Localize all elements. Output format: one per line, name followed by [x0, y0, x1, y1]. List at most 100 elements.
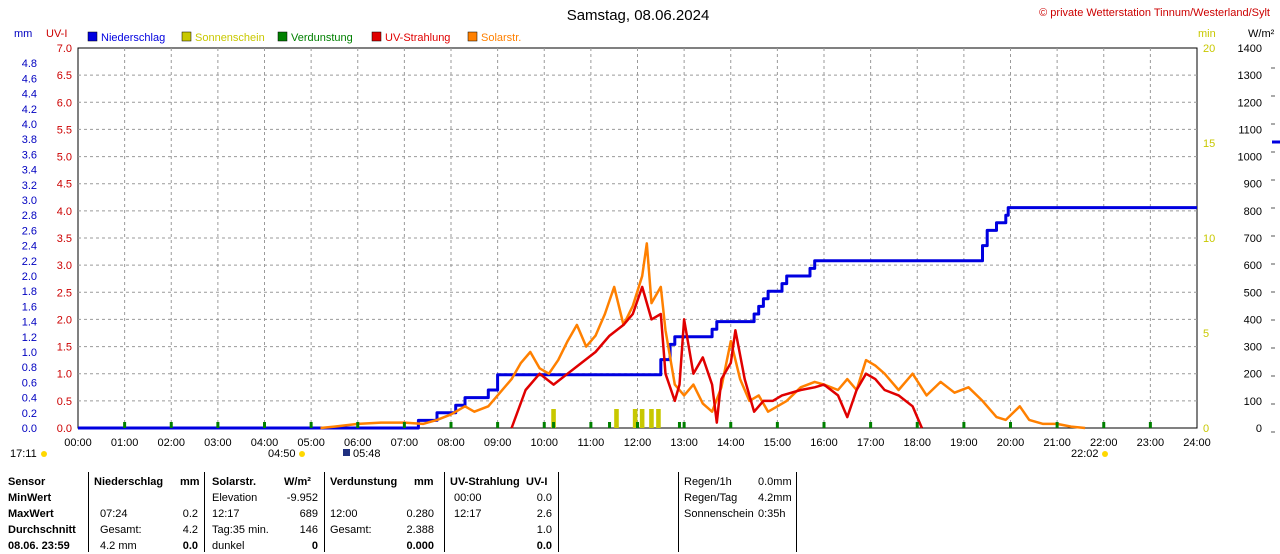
- row-label: 08.06. 23:59: [8, 540, 70, 552]
- uv-tick-3: 1.5: [57, 342, 72, 354]
- uv-tick-8: 4.0: [57, 206, 72, 218]
- wm2-tick-3: 300: [1244, 342, 1262, 354]
- moon-icon: [41, 451, 47, 457]
- uv-tick-11: 5.5: [57, 124, 72, 136]
- mm-tick-19: 3.8: [22, 134, 37, 146]
- mm-tick-1: 0.2: [22, 408, 37, 420]
- mm-tick-23: 4.6: [22, 73, 37, 85]
- moon-time: 17:11: [10, 448, 37, 460]
- evaporation-marker-8: [496, 422, 500, 428]
- row-label: MaxWert: [8, 508, 54, 520]
- uv-time: 12:17: [454, 508, 482, 520]
- wm2-tick-12: 1200: [1238, 97, 1262, 109]
- solar-value: 0: [311, 540, 318, 552]
- sunshine-bar-1: [614, 409, 619, 428]
- mm-tick-22: 4.4: [22, 89, 37, 101]
- mm-tick-13: 2.6: [22, 225, 37, 237]
- hdr-solar-unit: W/m²: [284, 476, 311, 488]
- sunset-time: 22:02: [1071, 448, 1099, 460]
- wm2-tick-11: 1100: [1238, 124, 1262, 136]
- wm2-tick-0: 0: [1256, 423, 1262, 435]
- evaporation-marker-23: [552, 422, 556, 428]
- evaporation-marker-5: [356, 422, 360, 428]
- hdr-sensor: Sensor: [8, 476, 46, 488]
- evaporation-marker-16: [869, 422, 873, 428]
- solar-value: 689: [299, 508, 318, 520]
- mm-tick-18: 3.6: [22, 149, 37, 161]
- x-tick-11: 11:00: [578, 437, 605, 449]
- uv-tick-7: 3.5: [57, 233, 72, 245]
- evaporation-marker-6: [402, 422, 406, 428]
- x-tick-7: 07:00: [391, 437, 419, 449]
- niederschlag-value: 4.2: [182, 524, 198, 536]
- mm-tick-3: 0.6: [22, 377, 37, 389]
- wm2-tick-9: 900: [1244, 179, 1262, 191]
- wm2-tick-8: 800: [1244, 206, 1262, 218]
- extra-label: Sonnenschein: [684, 508, 754, 520]
- mm-tick-8: 1.6: [22, 301, 37, 313]
- chart-title: Samstag, 08.06.2024: [567, 7, 710, 24]
- solar-value: 146: [299, 524, 318, 536]
- axis-unit-mm: mm: [14, 28, 32, 40]
- extra-label: Regen/Tag: [684, 492, 738, 504]
- uv-tick-4: 2.0: [57, 314, 72, 326]
- mm-tick-10: 2.0: [22, 271, 37, 283]
- niederschlag-time: 4.2 mm: [100, 540, 137, 552]
- min-tick-0: 0: [1203, 423, 1209, 435]
- uv-time: 00:00: [454, 492, 482, 504]
- evaporation-marker-2: [216, 422, 220, 428]
- mm-tick-24: 4.8: [22, 58, 37, 70]
- extra-value: 4.2mm: [758, 492, 792, 504]
- x-tick-12: 12:00: [624, 437, 652, 449]
- copyright-note: © private Wetterstation Tinnum/Westerlan…: [1039, 7, 1270, 19]
- mm-tick-12: 2.4: [22, 241, 37, 253]
- niederschlag-time: 07:24: [100, 508, 128, 520]
- x-tick-24: 24:00: [1183, 437, 1211, 449]
- axis-unit-min: min: [1198, 28, 1216, 40]
- solar-value: -9.952: [286, 492, 318, 504]
- uv-tick-12: 6.0: [57, 97, 72, 109]
- statistics-table: Sensor Niederschlag mm Solarstr. W/m² Ve…: [0, 472, 1280, 552]
- solar-time: Tag:35 min.: [212, 524, 269, 536]
- sunshine-bar-4: [649, 409, 654, 428]
- mm-tick-0: 0.0: [22, 423, 37, 435]
- evaporation-marker-20: [1055, 422, 1059, 428]
- hdr-verdunstung-unit: mm: [414, 476, 434, 488]
- hdr-uv-unit: UV-I: [526, 476, 548, 488]
- x-tick-19: 19:00: [950, 437, 978, 449]
- evaporation-marker-18: [962, 422, 966, 428]
- chart-series: [78, 206, 1197, 430]
- min-tick-3: 15: [1203, 138, 1215, 150]
- evaporation-marker-21: [1102, 422, 1106, 428]
- extra-value: 0.0mm: [758, 476, 792, 488]
- hdr-solar: Solarstr.: [212, 476, 257, 488]
- x-tick-9: 09:00: [484, 437, 512, 449]
- evaporation-marker-24: [608, 422, 612, 428]
- x-tick-15: 15:00: [764, 437, 792, 449]
- x-tick-16: 16:00: [810, 437, 838, 449]
- wm2-tick-10: 1000: [1238, 152, 1262, 164]
- series-line-1: [320, 242, 1086, 430]
- verdunstung-value: 0.000: [406, 540, 434, 552]
- x-tick-10: 10:00: [530, 437, 558, 449]
- uv-tick-6: 3.0: [57, 260, 72, 272]
- mm-tick-11: 2.2: [22, 256, 37, 268]
- solar-time: 12:17: [212, 508, 240, 520]
- uv-tick-13: 6.5: [57, 70, 72, 82]
- evaporation-marker-22: [1148, 422, 1152, 428]
- weather-chart: Samstag, 08.06.2024 © private Wetterstat…: [10, 7, 1280, 460]
- x-tick-22: 22:00: [1090, 437, 1118, 449]
- mm-tick-21: 4.2: [22, 104, 37, 116]
- legend-label-2: Verdunstung: [291, 32, 353, 44]
- hdr-uv: UV-Strahlung: [450, 476, 520, 488]
- uv-value: 2.6: [536, 508, 552, 520]
- hdr-niederschlag: Niederschlag: [94, 476, 164, 488]
- wm2-tick-14: 1400: [1238, 43, 1262, 55]
- x-tick-8: 08:00: [437, 437, 465, 449]
- min-tick-1: 5: [1203, 328, 1209, 340]
- uv-value: 1.0: [536, 524, 552, 536]
- sunrise-icon: [343, 449, 350, 456]
- mm-tick-6: 1.2: [22, 332, 37, 344]
- verdunstung-value: 0.280: [406, 508, 434, 520]
- mm-tick-17: 3.4: [22, 165, 37, 177]
